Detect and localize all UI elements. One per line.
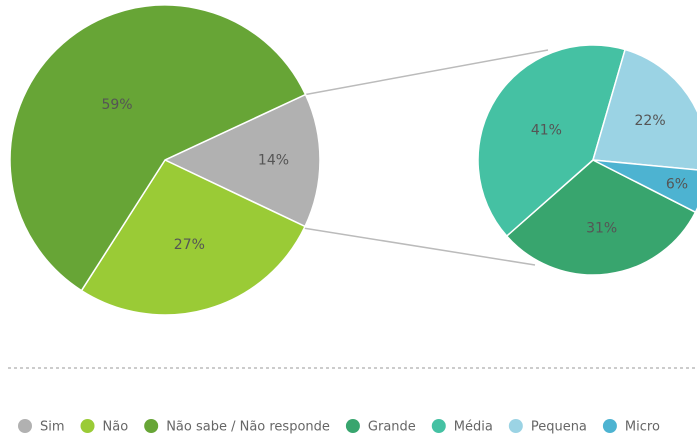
legend-label: Não sabe / Não responde [166, 420, 330, 435]
connector-line [302, 49, 549, 96]
legend-label: Micro [625, 420, 660, 435]
legend-swatch [80, 419, 95, 433]
legend-swatch [602, 419, 617, 433]
data-label: 27% [174, 237, 205, 253]
legend-label: Grande [368, 420, 416, 435]
data-label: 6% [666, 176, 688, 192]
legend-label: Sim [40, 420, 65, 435]
data-label: 22% [635, 113, 666, 129]
pie-slice [592, 159, 697, 214]
legend-label: Média [454, 420, 493, 435]
legend-swatch [431, 419, 446, 433]
legend-swatch [508, 419, 523, 433]
legend-swatch [144, 419, 159, 433]
legend-label: Não [103, 420, 129, 435]
legend-swatch [18, 419, 32, 433]
pie-slice [9, 4, 307, 292]
connector-line [302, 227, 536, 266]
legend-swatch [345, 419, 360, 433]
data-label: 31% [586, 220, 617, 236]
data-label: 14% [258, 152, 289, 168]
pie-slice [163, 93, 321, 228]
pie-slice [80, 159, 307, 316]
data-label: 41% [531, 122, 562, 138]
pie-slice [592, 48, 697, 171]
data-label: 59% [101, 97, 132, 113]
legend-label: Pequena [531, 420, 587, 435]
pie-slice [477, 44, 627, 238]
